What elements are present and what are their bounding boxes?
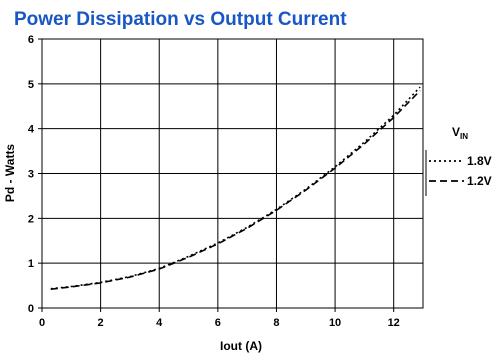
y-tick-label: 5	[28, 79, 34, 91]
x-tick-label: 4	[156, 317, 163, 329]
y-tick-label: 3	[28, 169, 34, 181]
legend-title: VIN	[452, 125, 468, 141]
x-tick-label: 2	[98, 317, 104, 329]
y-tick-label: 1	[28, 258, 34, 270]
grid	[42, 39, 423, 308]
series-line-12v	[50, 90, 421, 290]
x-tick-label: 12	[388, 317, 400, 329]
y-tick-label: 4	[28, 124, 35, 136]
series-line-18v	[50, 86, 421, 290]
x-axis-label: Iout (A)	[220, 339, 262, 353]
y-tick-label: 2	[28, 213, 34, 225]
y-axis-label: Pd - Watts	[3, 144, 17, 203]
legend-label: 1.8V	[467, 154, 492, 168]
legend: VIN 1.8V 1.2V	[425, 125, 492, 196]
x-tick-label: 6	[215, 317, 221, 329]
chart-title: Power Dissipation vs Output Current	[14, 9, 347, 30]
x-tick-label: 0	[39, 317, 45, 329]
x-tick-label: 10	[329, 317, 341, 329]
y-tick-label: 0	[28, 303, 34, 315]
legend-label: 1.2V	[467, 174, 492, 188]
y-tick-label: 6	[28, 34, 34, 46]
series-lines	[50, 86, 421, 290]
x-tick-label: 8	[273, 317, 279, 329]
